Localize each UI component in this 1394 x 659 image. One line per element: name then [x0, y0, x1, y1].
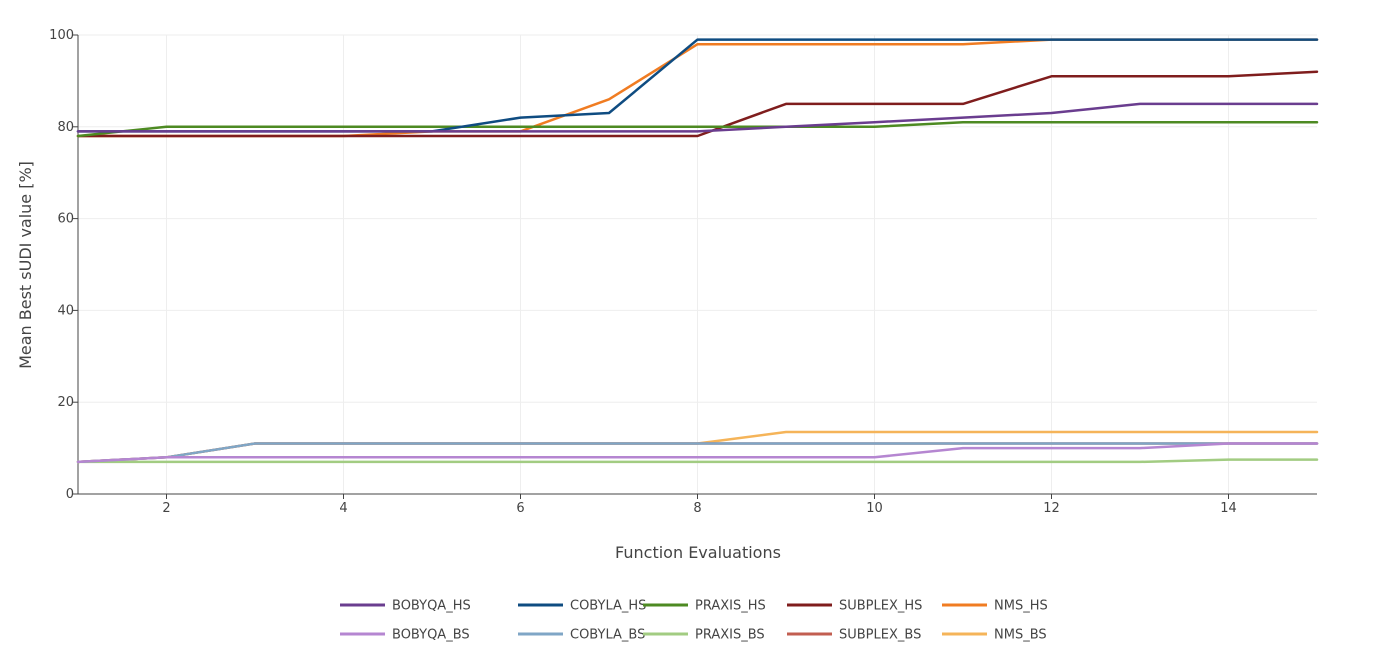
- legend-item-cobyla-bs[interactable]: COBYLA_BS: [518, 628, 645, 643]
- legend-item-bobyqa-bs[interactable]: BOBYQA_BS: [340, 628, 470, 643]
- series-line-praxis-bs: [76, 458, 1319, 464]
- series-line-praxis-hs: [76, 120, 1319, 138]
- legend-item-nms-bs[interactable]: NMS_BS: [942, 628, 1047, 643]
- legend-marker: [664, 632, 667, 636]
- legend-label: BOBYQA_HS: [392, 599, 471, 614]
- x-tick-label: 12: [1043, 501, 1060, 516]
- legend-item-praxis-bs[interactable]: PRAXIS_BS: [643, 628, 765, 643]
- legend-item-bobyqa-hs[interactable]: BOBYQA_HS: [340, 599, 471, 614]
- series-line-cobyla-bs: [76, 442, 1319, 464]
- series-line-bobyqa-hs: [76, 102, 1319, 133]
- legend-item-subplex-hs[interactable]: SUBPLEX_HS: [787, 599, 922, 614]
- legend-label: SUBPLEX_HS: [839, 599, 922, 614]
- x-tick-label: 10: [866, 501, 883, 516]
- legend-marker: [664, 603, 667, 607]
- y-axis-title: Mean Best sUDI value [%]: [16, 161, 35, 369]
- legend-label: NMS_HS: [994, 599, 1048, 614]
- y-tick-label: 0: [66, 487, 74, 502]
- legend[interactable]: BOBYQA_HS COBYLA_HS PRAXIS_HS SUBPLEX_HS NMS…: [340, 599, 1048, 643]
- axes: [73, 34, 1317, 499]
- legend-item-cobyla-hs[interactable]: COBYLA_HS: [518, 599, 646, 614]
- legend-marker: [361, 632, 364, 636]
- legend-marker: [963, 632, 966, 636]
- x-tick-label: 2: [162, 501, 170, 516]
- legend-label: BOBYQA_BS: [392, 628, 470, 643]
- y-tick-label: 40: [57, 303, 74, 318]
- legend-marker: [539, 603, 542, 607]
- axis-labels: 2 4 6 8 10 12 14 0 20 40 60 80 100: [49, 28, 1237, 516]
- legend-marker: [361, 603, 364, 607]
- legend-item-nms-hs[interactable]: NMS_HS: [942, 599, 1048, 614]
- legend-marker: [539, 632, 542, 636]
- y-tick-label: 60: [57, 212, 74, 227]
- x-tick-label: 4: [339, 501, 347, 516]
- legend-label: NMS_BS: [994, 628, 1047, 643]
- legend-label: COBYLA_HS: [570, 599, 646, 614]
- legend-label: PRAXIS_HS: [695, 599, 766, 614]
- series-lines: [76, 38, 1319, 464]
- y-tick-label: 100: [49, 28, 74, 43]
- legend-marker: [963, 603, 966, 607]
- legend-label: SUBPLEX_BS: [839, 628, 921, 643]
- legend-marker: [808, 603, 811, 607]
- x-axis-title: Function Evaluations: [615, 543, 781, 562]
- legend-item-praxis-hs[interactable]: PRAXIS_HS: [643, 599, 766, 614]
- x-tick-label: 14: [1220, 501, 1237, 516]
- series-line-bobyqa-bs: [76, 442, 1319, 464]
- y-tick-label: 20: [57, 395, 74, 410]
- y-tick-label: 80: [57, 120, 74, 135]
- legend-marker: [808, 632, 811, 636]
- x-tick-label: 6: [516, 501, 524, 516]
- legend-label: PRAXIS_BS: [695, 628, 765, 643]
- x-tick-label: 8: [693, 501, 701, 516]
- legend-label: COBYLA_BS: [570, 628, 645, 643]
- legend-item-subplex-bs[interactable]: SUBPLEX_BS: [787, 628, 921, 643]
- series-line-subplex-hs: [76, 70, 1319, 138]
